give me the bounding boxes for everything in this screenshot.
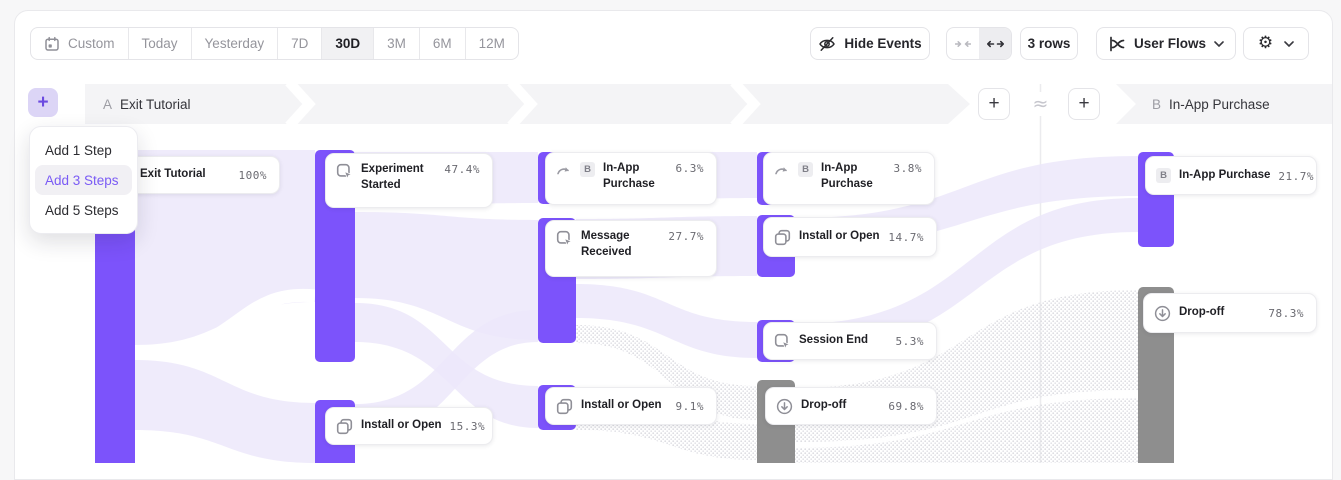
append-step-a-button[interactable]: + bbox=[978, 88, 1010, 120]
segment-b-badge: B bbox=[798, 162, 813, 177]
segment-b-badge: B bbox=[580, 162, 595, 177]
plus-icon: + bbox=[1078, 93, 1090, 114]
eye-off-icon bbox=[819, 36, 836, 51]
event-click-icon bbox=[336, 163, 353, 180]
arrows-expand-icon bbox=[986, 40, 1004, 47]
node-title: Experiment Started bbox=[361, 163, 424, 191]
hide-events-label: Hide Events bbox=[844, 36, 922, 51]
section-a-title: Exit Tutorial bbox=[120, 96, 191, 112]
node-card-in-app-purchase-6[interactable]: B In-App Purchase 6.3% bbox=[545, 152, 717, 205]
chevron-down-icon bbox=[1284, 40, 1294, 47]
date-range-6m[interactable]: 6M bbox=[420, 28, 466, 59]
node-percent: 69.8% bbox=[888, 400, 924, 413]
node-card-session-end[interactable]: Session End 5.3% bbox=[763, 322, 937, 360]
menu-item-add-1-step[interactable]: Add 1 Step bbox=[45, 142, 112, 158]
expand-columns-button[interactable] bbox=[979, 28, 1011, 59]
section-b-header: B In-App Purchase bbox=[1152, 84, 1270, 124]
node-card-dropoff-78[interactable]: Drop-off 78.3% bbox=[1143, 293, 1317, 333]
settings-dropdown[interactable]: ⚙ bbox=[1243, 27, 1309, 60]
node-card-in-app-purchase-21[interactable]: B In-App Purchase 21.7% bbox=[1145, 156, 1317, 195]
plus-icon: + bbox=[37, 91, 49, 113]
gear-icon: ⚙ bbox=[1257, 33, 1274, 53]
install-open-icon bbox=[336, 418, 353, 435]
node-card-install-or-open-14[interactable]: Install or Open 14.7% bbox=[763, 217, 937, 257]
node-title: In-App Purchase bbox=[821, 162, 873, 190]
date-range-custom[interactable]: Custom bbox=[31, 28, 129, 59]
node-title: Session End bbox=[799, 334, 869, 347]
node-percent: 15.3% bbox=[449, 420, 486, 433]
drop-off-icon bbox=[1154, 305, 1171, 322]
node-title: Drop-off bbox=[801, 399, 847, 412]
drop-off-icon bbox=[776, 398, 793, 415]
event-click-icon bbox=[774, 333, 791, 350]
date-range-12m[interactable]: 12M bbox=[478, 36, 505, 51]
node-card-message-received[interactable]: Message Received 27.7% bbox=[545, 220, 717, 277]
section-a-header: A Exit Tutorial bbox=[103, 84, 191, 124]
date-range-yesterday[interactable]: Yesterday bbox=[192, 28, 279, 59]
node-title: Install or Open bbox=[361, 419, 442, 432]
date-range-30d[interactable]: 30D bbox=[322, 28, 375, 59]
plus-icon: + bbox=[988, 93, 1000, 114]
indirect-event-icon bbox=[556, 162, 572, 178]
user-flows-chart-icon bbox=[1110, 36, 1125, 51]
rows-button[interactable]: 3 rows bbox=[1020, 27, 1078, 60]
chevron-down-icon bbox=[1214, 40, 1224, 47]
node-percent: 21.7% bbox=[1278, 169, 1315, 183]
node-card-dropoff-69[interactable]: Drop-off 69.8% bbox=[765, 387, 937, 425]
install-open-icon bbox=[774, 229, 791, 246]
chart-type-dropdown[interactable]: User Flows bbox=[1096, 27, 1236, 60]
node-percent: 100% bbox=[238, 169, 267, 182]
node-title: Install or Open bbox=[581, 399, 662, 412]
node-percent: 14.7% bbox=[888, 231, 924, 244]
node-card-install-or-open-9[interactable]: Install or Open 9.1% bbox=[545, 387, 717, 425]
node-percent: 27.7% bbox=[668, 230, 704, 243]
date-range-7d[interactable]: 7D bbox=[278, 28, 323, 59]
date-range-today[interactable]: Today bbox=[129, 28, 192, 59]
node-title: Drop-off bbox=[1179, 306, 1225, 319]
add-step-button[interactable]: + bbox=[28, 88, 58, 117]
prepend-step-b-button[interactable]: + bbox=[1068, 88, 1100, 120]
node-title: Exit Tutorial bbox=[140, 168, 206, 181]
calendar-icon bbox=[45, 36, 59, 51]
node-percent: 5.3% bbox=[895, 335, 924, 348]
rows-label: 3 rows bbox=[1027, 36, 1071, 51]
node-card-experiment-started[interactable]: Experiment Started 47.4% bbox=[325, 153, 493, 208]
node-card-in-app-purchase-3[interactable]: B In-App Purchase 3.8% bbox=[763, 152, 935, 205]
date-range-3m[interactable]: 3M bbox=[374, 28, 420, 59]
date-range-control: Custom Today Yesterday 7D 30D 3M 6M 12M bbox=[30, 27, 519, 60]
node-title: In-App Purchase bbox=[603, 162, 655, 190]
node-card-exit-tutorial[interactable]: Exit Tutorial 100% bbox=[113, 156, 280, 194]
install-open-icon bbox=[556, 398, 573, 415]
node-percent: 6.3% bbox=[675, 162, 704, 175]
node-percent: 3.8% bbox=[893, 162, 922, 175]
event-click-icon bbox=[556, 230, 573, 247]
add-step-menu: Add 1 Step Add 3 Steps Add 5 Steps bbox=[29, 126, 138, 234]
section-gap-approx-icon: ≈ bbox=[1029, 92, 1052, 116]
node-percent: 78.3% bbox=[1268, 307, 1304, 320]
node-title: In-App Purchase bbox=[1179, 168, 1271, 181]
collapse-columns-button[interactable] bbox=[947, 28, 979, 59]
section-b-title: In-App Purchase bbox=[1169, 96, 1270, 112]
chart-type-label: User Flows bbox=[1133, 36, 1207, 51]
menu-item-add-5-steps[interactable]: Add 5 Steps bbox=[45, 202, 119, 218]
node-percent: 9.1% bbox=[675, 400, 704, 413]
date-range-label: Custom bbox=[68, 36, 115, 51]
node-title: Install or Open bbox=[799, 230, 880, 243]
segment-b-badge: B bbox=[1156, 168, 1171, 183]
indirect-event-icon bbox=[774, 162, 790, 178]
menu-item-add-3-steps[interactable]: Add 3 Steps bbox=[35, 165, 132, 195]
node-title: Message Received bbox=[581, 230, 632, 258]
node-percent: 47.4% bbox=[444, 163, 480, 176]
collapse-expand-toggle bbox=[946, 27, 1012, 60]
section-b-letter: B bbox=[1152, 96, 1162, 112]
section-a-letter: A bbox=[103, 96, 113, 112]
hide-events-button[interactable]: Hide Events bbox=[810, 27, 930, 60]
node-card-install-or-open-15[interactable]: Install or Open 15.3% bbox=[325, 407, 493, 445]
arrows-collapse-icon bbox=[955, 40, 971, 47]
